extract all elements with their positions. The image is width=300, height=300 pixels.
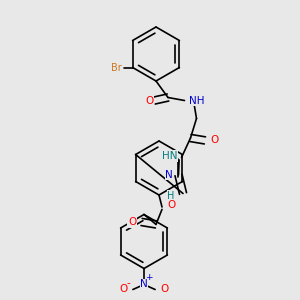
Text: H: H [167,191,175,201]
Text: NH: NH [189,95,204,106]
Text: O: O [160,284,168,295]
Text: N: N [165,170,173,180]
Text: +: + [145,273,153,282]
Text: Br: Br [111,62,122,73]
Text: O: O [120,284,128,295]
Text: O: O [128,217,136,227]
Text: N: N [140,279,148,289]
Text: -: - [126,278,130,288]
Text: HN: HN [162,151,178,161]
Text: O: O [145,95,153,106]
Text: O: O [167,200,176,211]
Text: O: O [210,135,219,146]
